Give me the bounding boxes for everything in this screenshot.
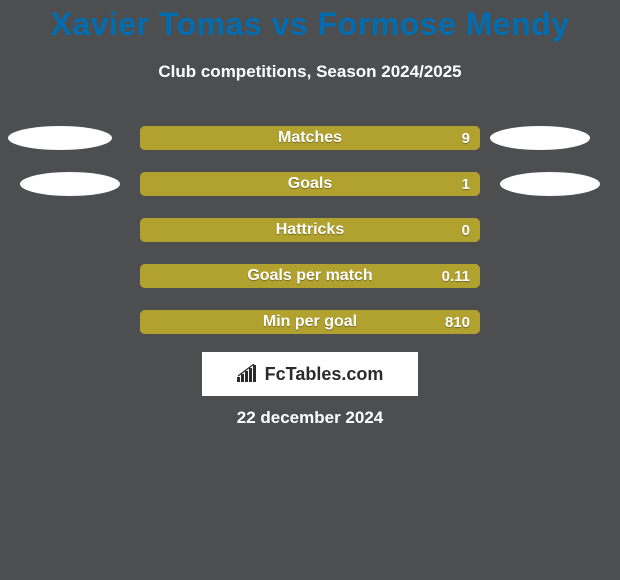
stat-row: Hattricks0	[0, 218, 620, 242]
bar-fill	[140, 126, 480, 150]
bar-track	[140, 310, 480, 334]
logo-text-bold: Fc	[265, 364, 286, 384]
bar-track	[140, 172, 480, 196]
bar-track	[140, 264, 480, 288]
bar-fill	[140, 172, 480, 196]
page-title: Xavier Tomas vs Formose Mendy	[0, 6, 620, 43]
stat-rows: Matches9 Goals1 Hattricks0 Goals per match0…	[0, 126, 620, 356]
ellipse-left	[20, 172, 120, 196]
attribution-logo: FcTables.com	[202, 352, 418, 396]
bar-fill	[140, 310, 480, 334]
bar-track	[140, 126, 480, 150]
logo-text: FcTables.com	[265, 364, 384, 385]
logo-text-rest: Tables.com	[286, 364, 384, 384]
stat-row: Goals per match0.11	[0, 264, 620, 288]
comparison-infographic: Xavier Tomas vs Formose Mendy Club compe…	[0, 0, 620, 580]
bar-fill	[140, 264, 480, 288]
bar-fill	[140, 218, 480, 242]
ellipse-right	[490, 126, 590, 150]
stat-row: Min per goal810	[0, 310, 620, 334]
bar-track	[140, 218, 480, 242]
subtitle: Club competitions, Season 2024/2025	[0, 62, 620, 82]
ellipse-left	[8, 126, 112, 150]
chart-icon	[237, 364, 259, 384]
stat-row: Goals1	[0, 172, 620, 196]
ellipse-right	[500, 172, 600, 196]
date: 22 december 2024	[0, 408, 620, 428]
stat-row: Matches9	[0, 126, 620, 150]
